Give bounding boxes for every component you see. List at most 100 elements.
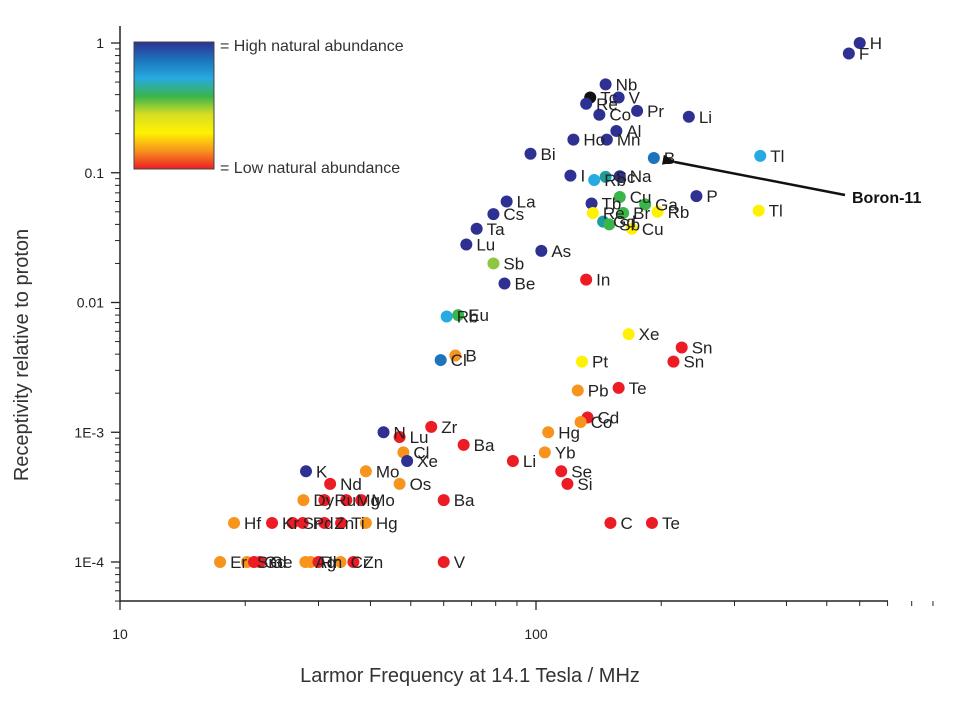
point-label: Te xyxy=(629,379,647,398)
point-zr xyxy=(425,420,438,433)
point-label: Ir xyxy=(328,553,339,572)
point-label: As xyxy=(551,242,571,261)
point-ti xyxy=(335,516,348,529)
point-nd xyxy=(324,477,337,490)
point-label: Ho xyxy=(583,131,605,150)
point-rb xyxy=(651,205,664,218)
point-sc xyxy=(599,170,612,183)
y-major-ticks: 1 0.1 0.01 1E-3 1E-4 xyxy=(74,35,120,570)
point-label: Be xyxy=(515,275,536,294)
point-label: V xyxy=(629,89,641,108)
point-label: H xyxy=(870,34,882,53)
point-label: B xyxy=(465,347,476,366)
point-ba xyxy=(437,494,450,507)
point-re xyxy=(586,206,599,219)
x-minor-ticks xyxy=(244,601,934,606)
point-yb xyxy=(538,446,551,459)
point-n xyxy=(377,426,390,439)
point-na xyxy=(613,170,626,183)
point-tl xyxy=(752,204,765,217)
point-mn xyxy=(600,133,613,146)
point-label: Tb xyxy=(602,194,622,213)
point-label: Cr xyxy=(351,553,369,572)
point-label: Tl xyxy=(770,147,784,166)
point-label: Rh xyxy=(320,553,342,572)
point-label: Si xyxy=(577,475,592,494)
point-ho xyxy=(567,133,580,146)
point-pb xyxy=(571,384,584,397)
annotation-label: Boron-11 xyxy=(852,190,921,207)
point-zn xyxy=(318,516,331,529)
point-ru xyxy=(318,494,331,507)
point-cs xyxy=(487,208,500,221)
point-in xyxy=(580,273,593,286)
point-c xyxy=(604,516,617,529)
point-label: Ba xyxy=(454,491,475,510)
point-k xyxy=(300,465,313,478)
point-label: Ta xyxy=(487,220,506,239)
point-label: Tl xyxy=(769,202,783,221)
x-tick-label: 10 xyxy=(112,626,128,642)
point-xe xyxy=(622,328,635,341)
y-tick-label: 1 xyxy=(96,35,104,51)
point-hg xyxy=(359,516,372,529)
point-label: Sn xyxy=(683,353,704,372)
point-label: Mo xyxy=(371,491,395,510)
point-label: Nb xyxy=(616,75,638,94)
point-label: Cs xyxy=(503,205,524,224)
point-br xyxy=(617,206,630,219)
point-rb xyxy=(440,310,453,323)
x-major-ticks: 10 100 xyxy=(112,601,548,642)
point-label: Se xyxy=(571,462,592,481)
point-lu xyxy=(393,430,406,443)
point-label: Lu xyxy=(410,428,429,447)
point-label: Cl xyxy=(413,443,429,462)
point-label: Lu xyxy=(476,235,495,254)
point-p xyxy=(690,190,703,203)
point-label: In xyxy=(596,271,610,290)
point-pd xyxy=(296,516,309,529)
point-er xyxy=(214,556,227,568)
point-re xyxy=(580,97,593,110)
point-ir xyxy=(312,556,325,568)
point-label: Tc xyxy=(600,89,618,108)
point-rb xyxy=(588,173,601,186)
point-kr xyxy=(266,516,279,529)
point-label: Li xyxy=(523,452,536,471)
point-label: Re xyxy=(603,204,625,223)
point-b xyxy=(449,349,462,362)
point-ge xyxy=(253,556,266,568)
point-label: B xyxy=(664,149,675,168)
point-label: Sn xyxy=(692,338,713,357)
point-bi xyxy=(524,147,537,160)
point-li xyxy=(506,455,519,468)
point-label: Ga xyxy=(655,195,678,214)
y-axis-title: Receptivity relative to proton xyxy=(11,229,33,481)
point-label: Na xyxy=(630,167,652,186)
point-label: Hg xyxy=(376,514,398,533)
point-tl xyxy=(754,149,767,162)
point-label: Pb xyxy=(588,381,609,400)
point-tb xyxy=(585,197,598,210)
point-be xyxy=(498,277,511,290)
point-label: Hg xyxy=(558,423,580,442)
point-sr xyxy=(286,516,299,529)
point-li xyxy=(682,110,695,123)
point-co xyxy=(593,108,606,121)
point-hf xyxy=(228,516,241,529)
point-label: Xe xyxy=(639,325,660,344)
point-cl xyxy=(434,354,447,367)
point-label: Rb xyxy=(457,308,479,327)
x-axis-title: Larmor Frequency at 14.1 Tesla / MHz xyxy=(300,665,640,687)
point-label: Re xyxy=(596,95,618,114)
y-tick-label: 1E-3 xyxy=(74,424,104,440)
point-sn xyxy=(675,341,688,354)
point-sb xyxy=(487,257,500,270)
point-label: Gd xyxy=(613,213,636,232)
point-te xyxy=(645,516,658,529)
point-label: Rb xyxy=(668,203,690,222)
point-hg xyxy=(542,426,555,439)
point-cu xyxy=(625,222,638,235)
point-label: Ba xyxy=(474,436,495,455)
point-label: Al xyxy=(626,122,641,141)
